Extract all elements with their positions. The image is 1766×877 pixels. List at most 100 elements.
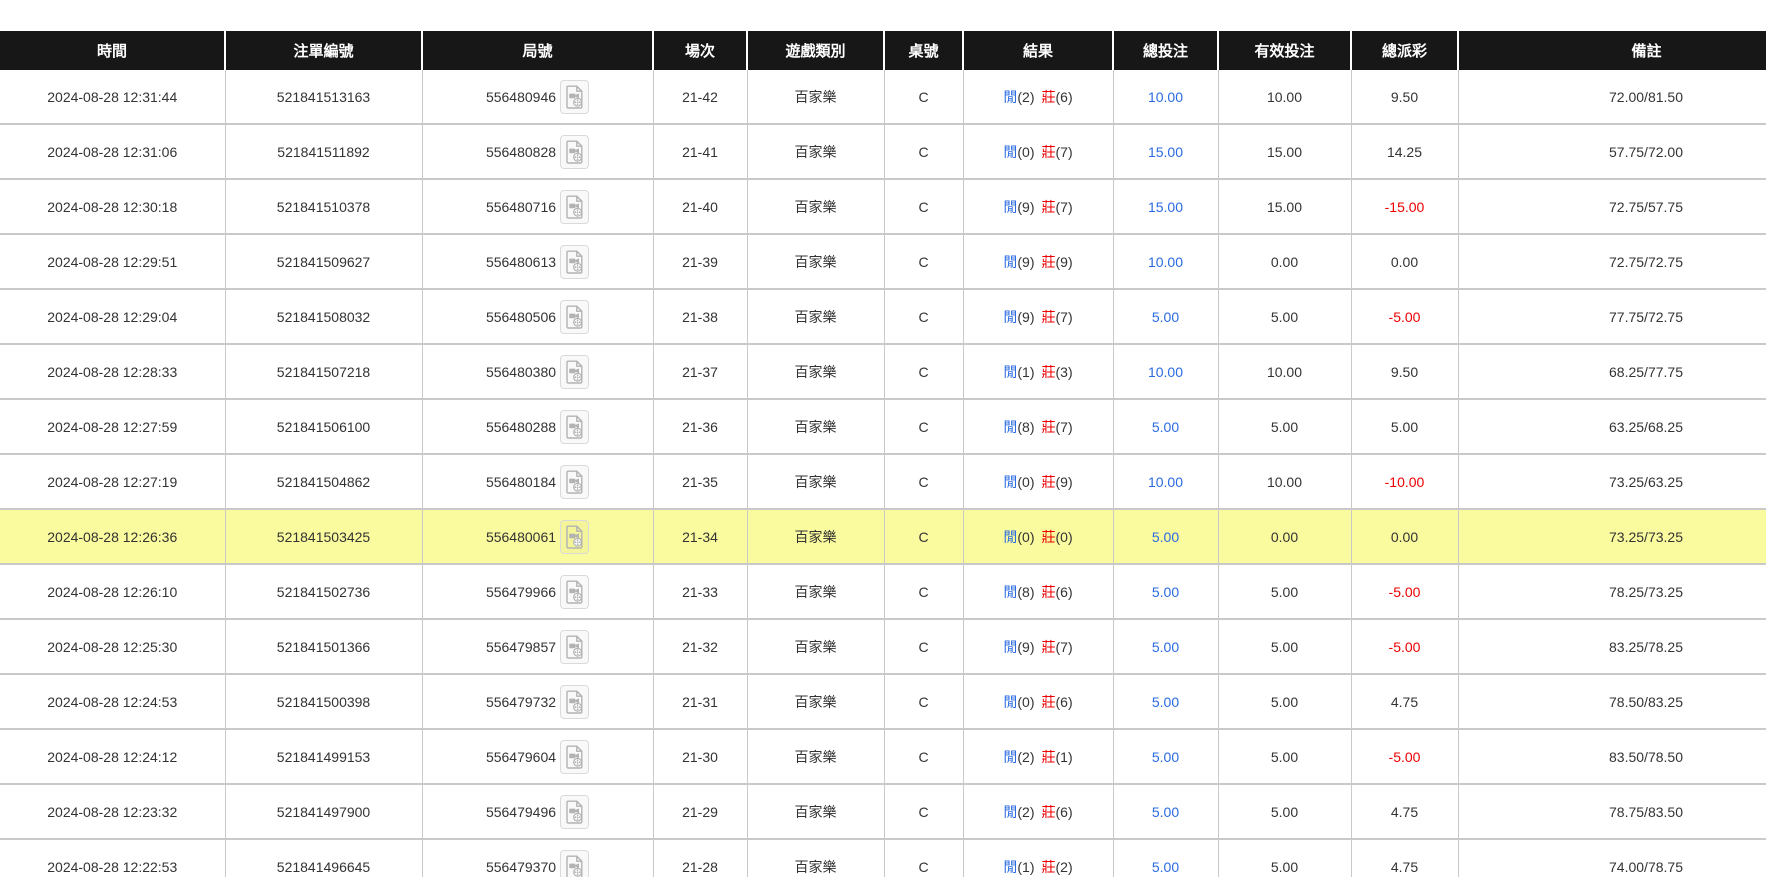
video-replay-button[interactable]	[560, 354, 590, 389]
result-player-score: (2)	[1017, 88, 1035, 105]
result-player-label: 閒	[1003, 583, 1018, 600]
round-wrap: 556480946	[486, 79, 590, 114]
total-bet-link[interactable]: 15.00	[1147, 198, 1184, 215]
video-replay-button[interactable]	[560, 849, 590, 877]
result-banker-score: (2)	[1055, 858, 1073, 875]
result-player-score: (0)	[1017, 693, 1035, 710]
total-bet-link[interactable]: 5.00	[1151, 693, 1180, 710]
total-bet-link[interactable]: 15.00	[1147, 143, 1184, 160]
remark-cell: 73.25/63.25	[1457, 453, 1766, 510]
result-player-label: 閒	[1003, 748, 1018, 765]
video-replay-button[interactable]	[560, 684, 590, 719]
result-cell: 閒(9) 莊(7)	[962, 288, 1114, 345]
round-wrap: 556480061	[486, 519, 590, 554]
result-player-label: 閒	[1003, 858, 1018, 875]
video-replay-button[interactable]	[560, 519, 590, 554]
valid-bet-cell: 5.00	[1217, 783, 1352, 840]
payout-cell: 4.75	[1350, 838, 1459, 877]
video-replay-button[interactable]	[560, 134, 590, 169]
result-banker-score: (9)	[1055, 253, 1073, 270]
video-replay-button[interactable]	[560, 629, 590, 664]
result-banker-score: (9)	[1055, 473, 1073, 490]
table-row: 2024-08-28 12:23:32 521841497900 5564794…	[0, 783, 1766, 840]
result-player-score: (0)	[1017, 473, 1035, 490]
payout-cell: -5.00	[1350, 618, 1459, 675]
bet-id-cell: 521841504862	[224, 453, 423, 510]
total-bet-link[interactable]: 10.00	[1147, 363, 1184, 380]
video-replay-button[interactable]	[560, 409, 590, 444]
round-id: 556479857	[485, 638, 557, 655]
valid-bet-cell: 0.00	[1217, 508, 1352, 565]
session-cell: 21-36	[652, 398, 748, 455]
video-replay-button[interactable]	[560, 794, 590, 829]
round-cell: 556480613	[421, 233, 654, 290]
game-type-cell: 百家樂	[746, 123, 885, 180]
video-replay-button[interactable]	[560, 189, 590, 224]
round-wrap: 556480828	[486, 134, 590, 169]
payout-cell: 14.25	[1350, 123, 1459, 180]
time-cell: 2024-08-28 12:23:32	[0, 783, 226, 840]
payout-cell: 4.75	[1350, 673, 1459, 730]
result-cell: 閒(0) 莊(6)	[962, 673, 1114, 730]
total-bet-cell: 5.00	[1112, 673, 1219, 730]
total-bet-link[interactable]: 5.00	[1151, 803, 1180, 820]
total-bet-link[interactable]: 10.00	[1147, 88, 1184, 105]
game-type-cell: 百家樂	[746, 288, 885, 345]
bet-id-cell: 521841510378	[224, 178, 423, 235]
time-cell: 2024-08-28 12:30:18	[0, 178, 226, 235]
total-bet-link[interactable]: 5.00	[1151, 748, 1180, 765]
total-bet-link[interactable]: 5.00	[1151, 638, 1180, 655]
valid-bet-cell: 5.00	[1217, 398, 1352, 455]
time-cell: 2024-08-28 12:27:59	[0, 398, 226, 455]
result-player-label: 閒	[1003, 88, 1018, 105]
session-cell: 21-29	[652, 783, 748, 840]
total-bet-link[interactable]: 5.00	[1151, 418, 1180, 435]
table-row: 2024-08-28 12:26:10 521841502736 5564799…	[0, 563, 1766, 620]
video-replay-button[interactable]	[560, 244, 590, 279]
result-banker-score: (6)	[1055, 88, 1073, 105]
round-id: 556480184	[485, 473, 557, 490]
session-cell: 21-31	[652, 673, 748, 730]
result-player-score: (0)	[1017, 528, 1035, 545]
game-type-cell: 百家樂	[746, 728, 885, 785]
session-cell: 21-28	[652, 838, 748, 877]
video-replay-button[interactable]	[560, 464, 590, 499]
total-bet-link[interactable]: 5.00	[1151, 858, 1180, 875]
column-header-remark: 備註	[1457, 31, 1766, 70]
total-bet-link[interactable]: 5.00	[1151, 583, 1180, 600]
table-body: 2024-08-28 12:31:44 521841513163 5564809…	[0, 70, 1766, 877]
payout-cell: -10.00	[1350, 453, 1459, 510]
result-cell: 閒(8) 莊(7)	[962, 398, 1114, 455]
total-bet-link[interactable]: 5.00	[1151, 528, 1180, 545]
total-bet-link[interactable]: 5.00	[1151, 308, 1180, 325]
video-replay-button[interactable]	[560, 79, 590, 114]
result-banker-label: 莊	[1041, 198, 1056, 215]
total-bet-cell: 10.00	[1112, 70, 1219, 125]
total-bet-cell: 5.00	[1112, 838, 1219, 877]
video-replay-button[interactable]	[560, 299, 590, 334]
result-banker-score: (7)	[1055, 198, 1073, 215]
table-no-cell: C	[883, 178, 964, 235]
total-bet-cell: 10.00	[1112, 343, 1219, 400]
table-row: 2024-08-28 12:29:04 521841508032 5564805…	[0, 288, 1766, 345]
game-type-cell: 百家樂	[746, 508, 885, 565]
round-id: 556479732	[485, 693, 557, 710]
column-header-label: 有效投注	[1254, 43, 1315, 60]
time-cell: 2024-08-28 12:26:10	[0, 563, 226, 620]
round-cell: 556480288	[421, 398, 654, 455]
result-banker-label: 莊	[1041, 858, 1056, 875]
bet-id-cell: 521841511892	[224, 123, 423, 180]
result-player-score: (0)	[1017, 143, 1035, 160]
column-header-round: 局號	[421, 31, 653, 70]
video-replay-button[interactable]	[560, 739, 590, 774]
column-header-label: 結果	[1022, 43, 1053, 60]
payout-cell: 9.50	[1350, 343, 1459, 400]
total-bet-link[interactable]: 10.00	[1147, 253, 1184, 270]
total-bet-link[interactable]: 10.00	[1147, 473, 1184, 490]
valid-bet-cell: 5.00	[1217, 288, 1352, 345]
round-wrap: 556479496	[486, 794, 590, 829]
bet-id-cell: 521841497900	[224, 783, 423, 840]
round-wrap: 556480184	[485, 464, 590, 499]
column-header-label: 備註	[1631, 43, 1662, 60]
video-replay-button[interactable]	[560, 574, 590, 609]
